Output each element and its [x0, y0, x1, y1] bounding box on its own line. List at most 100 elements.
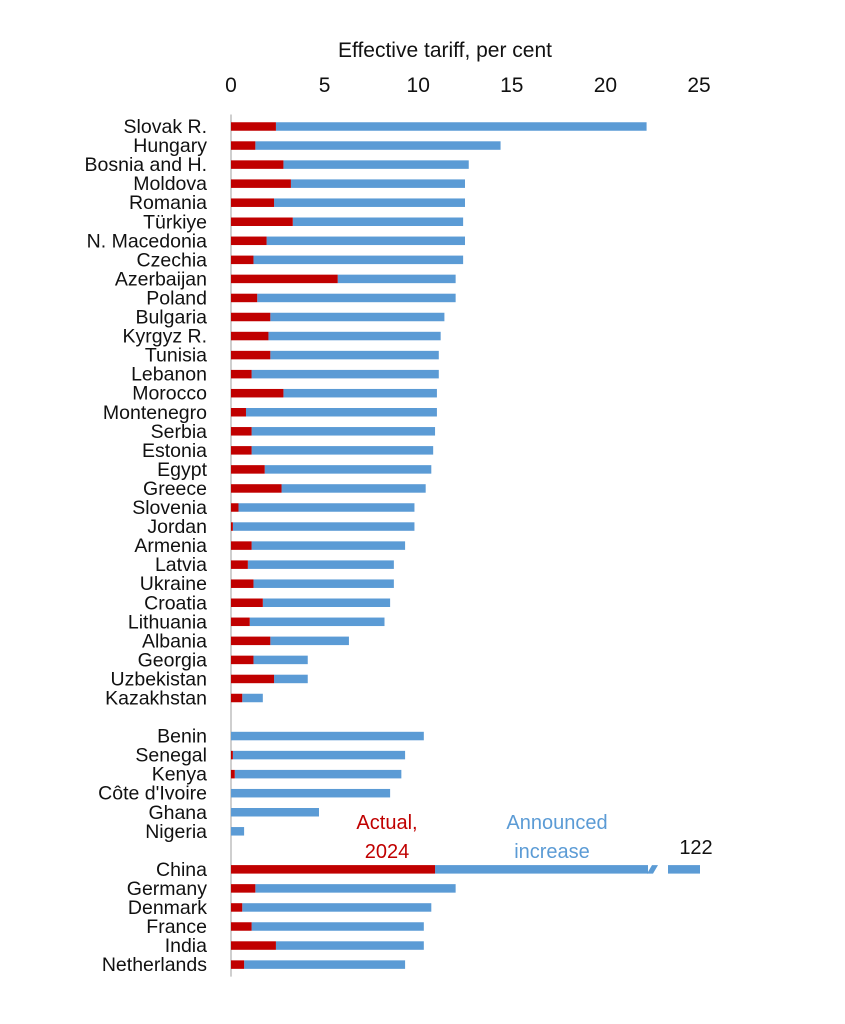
category-label: Germany: [127, 878, 207, 900]
actual-bar: [231, 769, 235, 779]
category-label: Croatia: [144, 592, 207, 614]
category-label: Serbia: [151, 421, 208, 443]
actual-bar: [231, 598, 263, 607]
announced-bar: [274, 198, 465, 207]
category-label: Benin: [157, 726, 207, 748]
announced-bar: [274, 674, 308, 684]
announced-bar: [231, 788, 391, 798]
actual-bar: [231, 388, 284, 398]
axis-break-mark: [647, 865, 658, 874]
announced-bar: [292, 217, 464, 226]
category-label: Jordan: [147, 516, 207, 538]
category-label: Nigeria: [145, 821, 207, 843]
announced-bar: [251, 427, 436, 436]
category-label: Slovak R.: [124, 116, 207, 138]
category-label: France: [146, 916, 207, 938]
category-label: Albania: [142, 630, 207, 652]
announced-bar: [270, 636, 349, 646]
actual-bar: [231, 674, 275, 684]
announced-bar: [242, 903, 432, 912]
category-label: Uzbekistan: [111, 668, 207, 690]
category-label: Azerbaijan: [115, 268, 207, 290]
actual-bar: [231, 198, 275, 207]
announced-bar: [266, 236, 465, 246]
legend-announced-line-2: increase: [514, 841, 590, 863]
x-tick-label: 15: [500, 74, 523, 97]
announced-bar: [251, 922, 424, 931]
category-label: Montenegro: [103, 402, 207, 424]
category-label: Lebanon: [131, 364, 207, 386]
actual-bar: [231, 236, 267, 246]
legend: Actual, 2024 Announced increase: [356, 812, 607, 863]
actual-bar: [231, 293, 258, 303]
actual-bar: [231, 141, 256, 150]
announced-bar: [275, 941, 424, 950]
china-total-label: 122: [679, 837, 712, 859]
actual-bar: [231, 465, 265, 474]
category-label: Senegal: [135, 745, 207, 767]
actual-bar: [231, 579, 254, 588]
category-label: Georgia: [138, 649, 208, 671]
category-label: Egypt: [157, 459, 207, 481]
actual-bar: [231, 560, 248, 569]
announced-bar: [245, 408, 437, 417]
category-label: Armenia: [134, 535, 207, 557]
announced-bar: [251, 446, 434, 455]
category-label: Czechia: [137, 249, 208, 271]
x-tick-label: 5: [319, 74, 331, 97]
announced-bar: [232, 522, 415, 531]
actual-bar: [231, 693, 243, 703]
actual-bar: [231, 636, 271, 646]
announced-bar: [290, 179, 465, 188]
category-label: Kazakhstan: [105, 688, 207, 710]
announced-bar: [244, 960, 406, 969]
announced-bar: [262, 598, 391, 607]
category-label: Kyrgyz R.: [122, 326, 207, 348]
actual-bar: [231, 960, 245, 969]
announced-bar: [251, 369, 439, 379]
category-label: Denmark: [128, 897, 207, 919]
actual-bar: [231, 884, 256, 893]
actual-bar: [231, 941, 276, 950]
announced-bar: [255, 884, 456, 893]
category-label: Slovenia: [132, 497, 207, 519]
announced-bar: [270, 312, 445, 322]
x-tick-label: 10: [407, 74, 430, 97]
actual-bar: [231, 350, 271, 360]
category-label: Ghana: [148, 802, 207, 824]
announced-bar: [255, 141, 501, 150]
actual-bar: [231, 903, 243, 912]
announced-bar: [283, 388, 437, 398]
actual-bar: [231, 922, 252, 931]
actual-bar: [231, 541, 252, 550]
x-tick-label: 20: [594, 74, 617, 97]
actual-bar: [231, 865, 436, 874]
category-label: Côte d'Ivoire: [98, 783, 207, 805]
announced-bar: [253, 579, 394, 588]
actual-bar: [231, 427, 252, 436]
announced-bar: [283, 160, 469, 169]
announced-bar: [231, 731, 424, 741]
category-label: Tunisia: [145, 345, 207, 367]
actual-bar: [231, 503, 239, 512]
category-label: Latvia: [155, 554, 207, 576]
actual-bar: [231, 617, 250, 627]
announced-bar: [264, 465, 432, 474]
announced-bar: [234, 769, 402, 779]
actual-bar: [231, 408, 246, 417]
announced-bar: [257, 293, 456, 303]
actual-bar: [231, 179, 291, 188]
announced-bar: [247, 560, 394, 569]
announced-bar: [232, 750, 406, 760]
announced-bar: [249, 617, 385, 627]
announced-bar: [337, 274, 456, 284]
announced-bar: [242, 693, 263, 703]
actual-bar: [231, 217, 293, 226]
category-label: Estonia: [142, 440, 207, 462]
actual-bar: [231, 655, 254, 665]
category-label: Bosnia and H.: [85, 154, 208, 176]
actual-bar: [231, 446, 252, 455]
category-label: Romania: [129, 192, 207, 214]
